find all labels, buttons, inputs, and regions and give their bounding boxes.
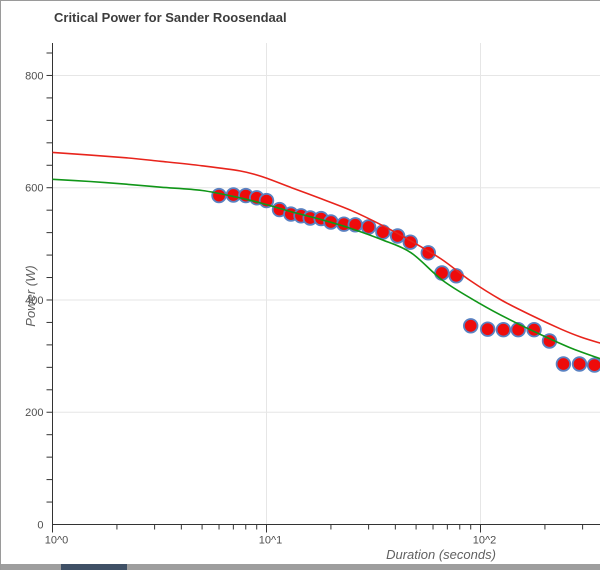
x-tick-label: 10^0 [45,535,69,547]
data-point [463,318,479,334]
data-point [480,321,496,337]
data-point [434,265,450,281]
data-point [571,356,588,372]
data-point [389,228,406,244]
data-point [586,357,600,373]
y-tick-label: 0 [37,520,43,532]
cp-model-curve-green [52,178,600,360]
horizontal-scrollbar-track[interactable] [1,564,600,570]
data-point [211,187,227,204]
cp-model-curve-red [52,151,600,344]
x-axis-title: Duration (seconds) [386,547,496,562]
data-point [360,219,377,235]
y-tick-label: 800 [25,70,43,82]
data-point [555,356,572,372]
y-tick-label: 200 [25,407,43,419]
x-tick-label: 10^1 [259,535,283,547]
data-point [510,322,526,338]
data-point [495,322,512,338]
y-axis-title: Power (W) [23,265,38,327]
y-tick-label: 400 [25,295,43,307]
chart-title: Critical Power for Sander Roosendaal [54,10,287,25]
horizontal-scrollbar-thumb[interactable] [61,564,127,570]
x-tick-label: 10^2 [473,535,497,547]
y-tick-label: 600 [25,183,43,195]
